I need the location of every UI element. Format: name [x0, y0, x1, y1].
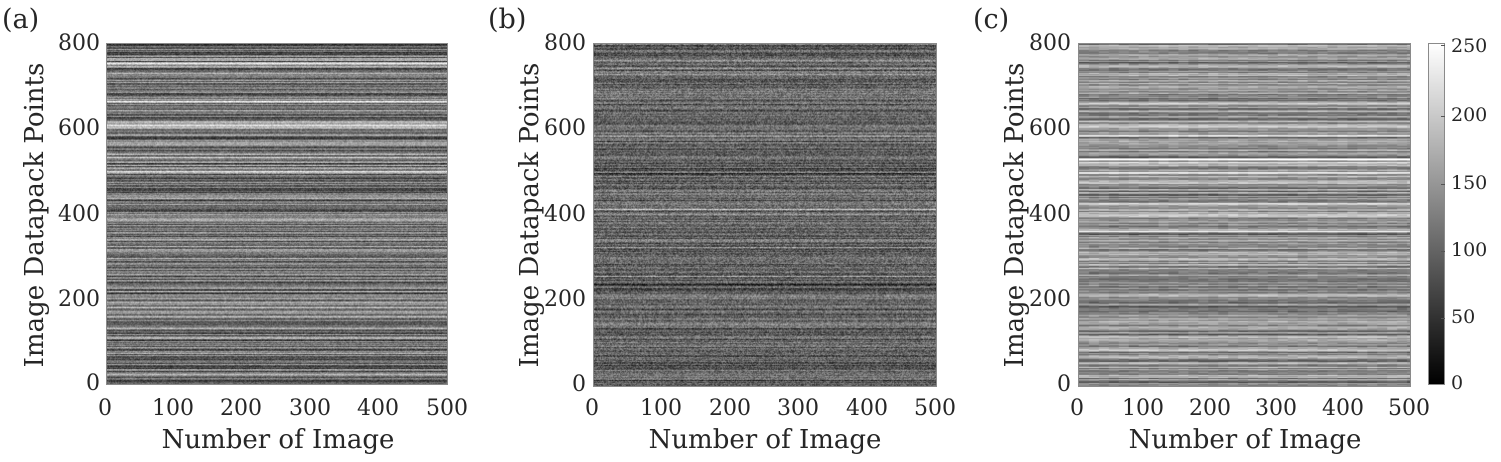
heatmap-c: [1078, 43, 1411, 387]
panel-label-b: (b): [488, 4, 527, 35]
xtick-400: 400: [357, 396, 399, 421]
x-axis-label-c: Number of Image: [1128, 425, 1362, 455]
ytick-200: 200: [544, 287, 586, 312]
colorbar-tick-100: 100: [1451, 239, 1488, 261]
xtick-300: 300: [289, 396, 331, 421]
heatmap-a: [106, 43, 448, 385]
y-axis-label-c: Image Datapack Points: [1000, 62, 1030, 368]
colorbar-tick-mark: [1441, 251, 1445, 252]
xtick-500: 500: [1388, 396, 1430, 421]
colorbar-tick-0: 0: [1451, 372, 1464, 394]
x-axis-label-b: Number of Image: [648, 425, 882, 455]
ytick-800: 800: [1029, 31, 1071, 56]
xtick-0: 0: [585, 396, 599, 421]
ytick-0: 0: [1057, 372, 1071, 397]
ytick-400: 400: [544, 202, 586, 227]
colorbar-tick-mark: [1441, 318, 1445, 319]
y-axis-label-b: Image Datapack Points: [515, 62, 545, 368]
x-axis-label-a: Number of Image: [161, 425, 395, 455]
xtick-100: 100: [640, 396, 682, 421]
ytick-600: 600: [58, 116, 100, 141]
xtick-200: 200: [709, 396, 751, 421]
colorbar: [1428, 43, 1445, 385]
ytick-0: 0: [86, 371, 100, 396]
xtick-0: 0: [98, 396, 112, 421]
panel-label-a: (a): [2, 4, 40, 35]
ytick-400: 400: [1029, 202, 1071, 227]
colorbar-tick-250: 250: [1451, 35, 1488, 57]
ytick-200: 200: [1029, 287, 1071, 312]
ytick-400: 400: [58, 202, 100, 227]
ytick-200: 200: [58, 287, 100, 312]
colorbar-tick-150: 150: [1451, 172, 1488, 194]
ytick-600: 600: [544, 116, 586, 141]
heatmap-b: [593, 43, 937, 387]
xtick-400: 400: [846, 396, 888, 421]
xtick-0: 0: [1070, 396, 1084, 421]
colorbar-tick-mark: [1441, 45, 1445, 46]
xtick-300: 300: [1255, 396, 1297, 421]
xtick-100: 100: [1122, 396, 1164, 421]
xtick-300: 300: [777, 396, 819, 421]
ytick-800: 800: [544, 31, 586, 56]
xtick-200: 200: [1189, 396, 1231, 421]
colorbar-tick-50: 50: [1451, 306, 1476, 328]
xtick-500: 500: [914, 396, 956, 421]
y-axis-label-a: Image Datapack Points: [20, 62, 50, 368]
colorbar-tick-200: 200: [1451, 104, 1488, 126]
ytick-800: 800: [58, 31, 100, 56]
panel-label-c: (c): [973, 4, 1010, 35]
xtick-200: 200: [220, 396, 262, 421]
xtick-500: 500: [426, 396, 468, 421]
ytick-0: 0: [572, 372, 586, 397]
colorbar-tick-mark: [1441, 116, 1445, 117]
xtick-100: 100: [152, 396, 194, 421]
ytick-600: 600: [1029, 116, 1071, 141]
xtick-400: 400: [1322, 396, 1364, 421]
colorbar-tick-mark: [1441, 184, 1445, 185]
